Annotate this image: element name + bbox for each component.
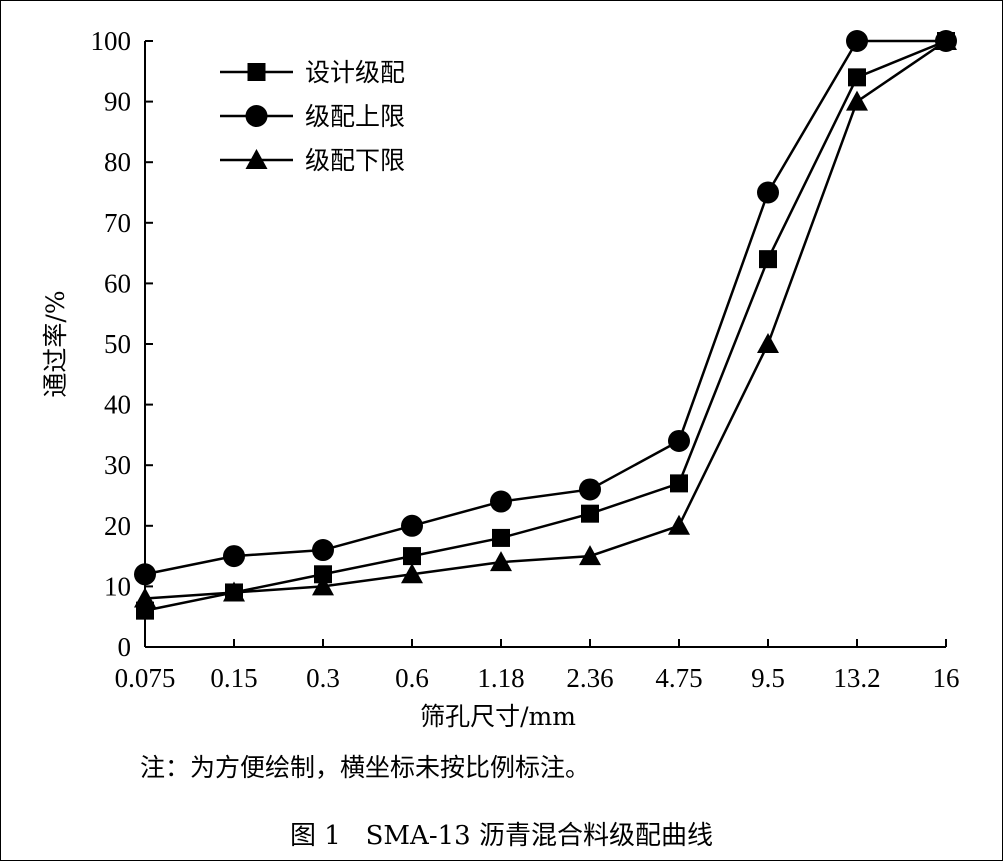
y-tick-label: 40 bbox=[104, 390, 131, 420]
series-line bbox=[144, 39, 947, 600]
data-point bbox=[490, 490, 512, 513]
data-point bbox=[312, 539, 334, 562]
data-point bbox=[668, 429, 690, 452]
x-tick-label: 0.075 bbox=[115, 663, 176, 693]
data-point bbox=[312, 575, 334, 596]
legend-item: 级配下限 bbox=[220, 146, 405, 175]
x-tick-label: 0.3 bbox=[306, 663, 340, 693]
legend-label: 级配上限 bbox=[305, 102, 405, 131]
data-point bbox=[403, 547, 421, 566]
y-axis-label: 通过率/% bbox=[41, 290, 70, 397]
axes: 0 10 20 30 40 50 60 70 80 90 100 0.075 0.15 0.3 0.6 1.1… bbox=[91, 26, 960, 693]
data-point bbox=[490, 551, 512, 572]
data-point bbox=[401, 563, 423, 584]
series-circle bbox=[134, 30, 957, 586]
data-point bbox=[492, 528, 510, 547]
y-tick-label: 50 bbox=[104, 329, 131, 359]
data-point bbox=[757, 181, 779, 204]
data-point bbox=[223, 581, 245, 602]
y-tick-label: 30 bbox=[104, 450, 131, 480]
legend-item: 设计级配 bbox=[220, 58, 405, 87]
data-point bbox=[846, 90, 868, 111]
y-tick-label: 100 bbox=[91, 26, 132, 56]
data-point bbox=[670, 474, 688, 493]
legend-marker bbox=[247, 63, 266, 81]
legend-item: 级配上限 bbox=[220, 102, 405, 131]
data-point bbox=[757, 333, 779, 353]
y-tick-label: 0 bbox=[118, 632, 132, 662]
x-tick-label: 13.2 bbox=[833, 663, 880, 693]
y-tick-label: 80 bbox=[104, 147, 131, 177]
series-triangle bbox=[134, 30, 957, 608]
x-tick-label: 0.6 bbox=[395, 663, 429, 693]
figure-caption: 图 1 SMA-13 沥青混合料级配曲线 bbox=[290, 821, 713, 851]
x-tick-label: 0.15 bbox=[210, 663, 257, 693]
data-point bbox=[846, 30, 868, 52]
y-tick-label: 20 bbox=[104, 511, 131, 541]
legend-label: 设计级配 bbox=[305, 58, 405, 87]
series-layer bbox=[134, 30, 957, 620]
data-point bbox=[581, 504, 599, 523]
legend-label: 级配下限 bbox=[305, 146, 405, 175]
y-tick-label: 60 bbox=[104, 268, 131, 298]
series-line bbox=[144, 39, 946, 576]
legend-marker bbox=[245, 149, 268, 169]
gradation-chart: 0 10 20 30 40 50 60 70 80 90 100 0.075 0.15 0.3 0.6 1.1… bbox=[41, 26, 960, 731]
x-tick-label: 1.18 bbox=[477, 663, 524, 693]
data-point bbox=[935, 30, 957, 50]
x-tick-label: 2.36 bbox=[566, 663, 613, 693]
series-line bbox=[144, 39, 947, 612]
y-tick-label: 90 bbox=[104, 87, 131, 117]
data-point bbox=[759, 250, 777, 269]
chart-note: 注：为方便绘制，横坐标未按比例标注。 bbox=[140, 753, 591, 782]
data-point bbox=[134, 563, 156, 586]
y-tick-label: 70 bbox=[104, 208, 131, 238]
x-axis-label: 筛孔尺寸/mm bbox=[420, 702, 576, 731]
data-point bbox=[134, 587, 156, 608]
y-tick-label: 10 bbox=[104, 571, 131, 601]
x-tick-label: 16 bbox=[933, 663, 960, 693]
data-point bbox=[314, 565, 332, 584]
data-point bbox=[848, 68, 866, 87]
x-tick-label: 9.5 bbox=[751, 663, 785, 693]
data-point bbox=[668, 514, 690, 535]
data-point bbox=[401, 514, 423, 537]
legend-marker bbox=[245, 105, 268, 127]
data-point bbox=[579, 545, 601, 566]
data-point bbox=[579, 478, 601, 501]
x-tick-label: 4.75 bbox=[655, 663, 702, 693]
data-point bbox=[223, 545, 245, 568]
